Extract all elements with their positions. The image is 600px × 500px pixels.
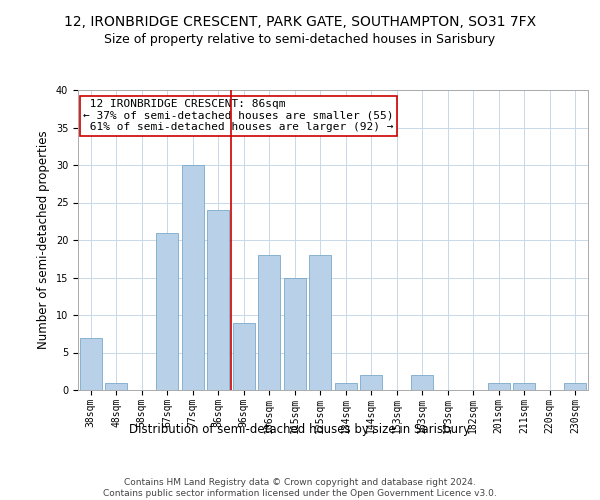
Bar xyxy=(157,232,178,390)
Y-axis label: Number of semi-detached properties: Number of semi-detached properties xyxy=(37,130,50,350)
Bar xyxy=(208,210,229,390)
Text: Size of property relative to semi-detached houses in Sarisbury: Size of property relative to semi-detach… xyxy=(104,32,496,46)
Bar xyxy=(310,255,331,390)
Bar xyxy=(488,382,509,390)
Bar xyxy=(565,382,586,390)
Bar xyxy=(106,382,127,390)
Bar xyxy=(233,322,254,390)
Bar xyxy=(182,165,203,390)
Bar xyxy=(284,278,305,390)
Bar xyxy=(514,382,535,390)
Text: 12 IRONBRIDGE CRESCENT: 86sqm
← 37% of semi-detached houses are smaller (55)
 61: 12 IRONBRIDGE CRESCENT: 86sqm ← 37% of s… xyxy=(83,99,394,132)
Bar xyxy=(361,375,382,390)
Bar xyxy=(80,338,101,390)
Bar xyxy=(335,382,356,390)
Text: Contains HM Land Registry data © Crown copyright and database right 2024.
Contai: Contains HM Land Registry data © Crown c… xyxy=(103,478,497,498)
Bar xyxy=(259,255,280,390)
Text: 12, IRONBRIDGE CRESCENT, PARK GATE, SOUTHAMPTON, SO31 7FX: 12, IRONBRIDGE CRESCENT, PARK GATE, SOUT… xyxy=(64,15,536,29)
Text: Distribution of semi-detached houses by size in Sarisbury: Distribution of semi-detached houses by … xyxy=(130,422,470,436)
Bar xyxy=(412,375,433,390)
